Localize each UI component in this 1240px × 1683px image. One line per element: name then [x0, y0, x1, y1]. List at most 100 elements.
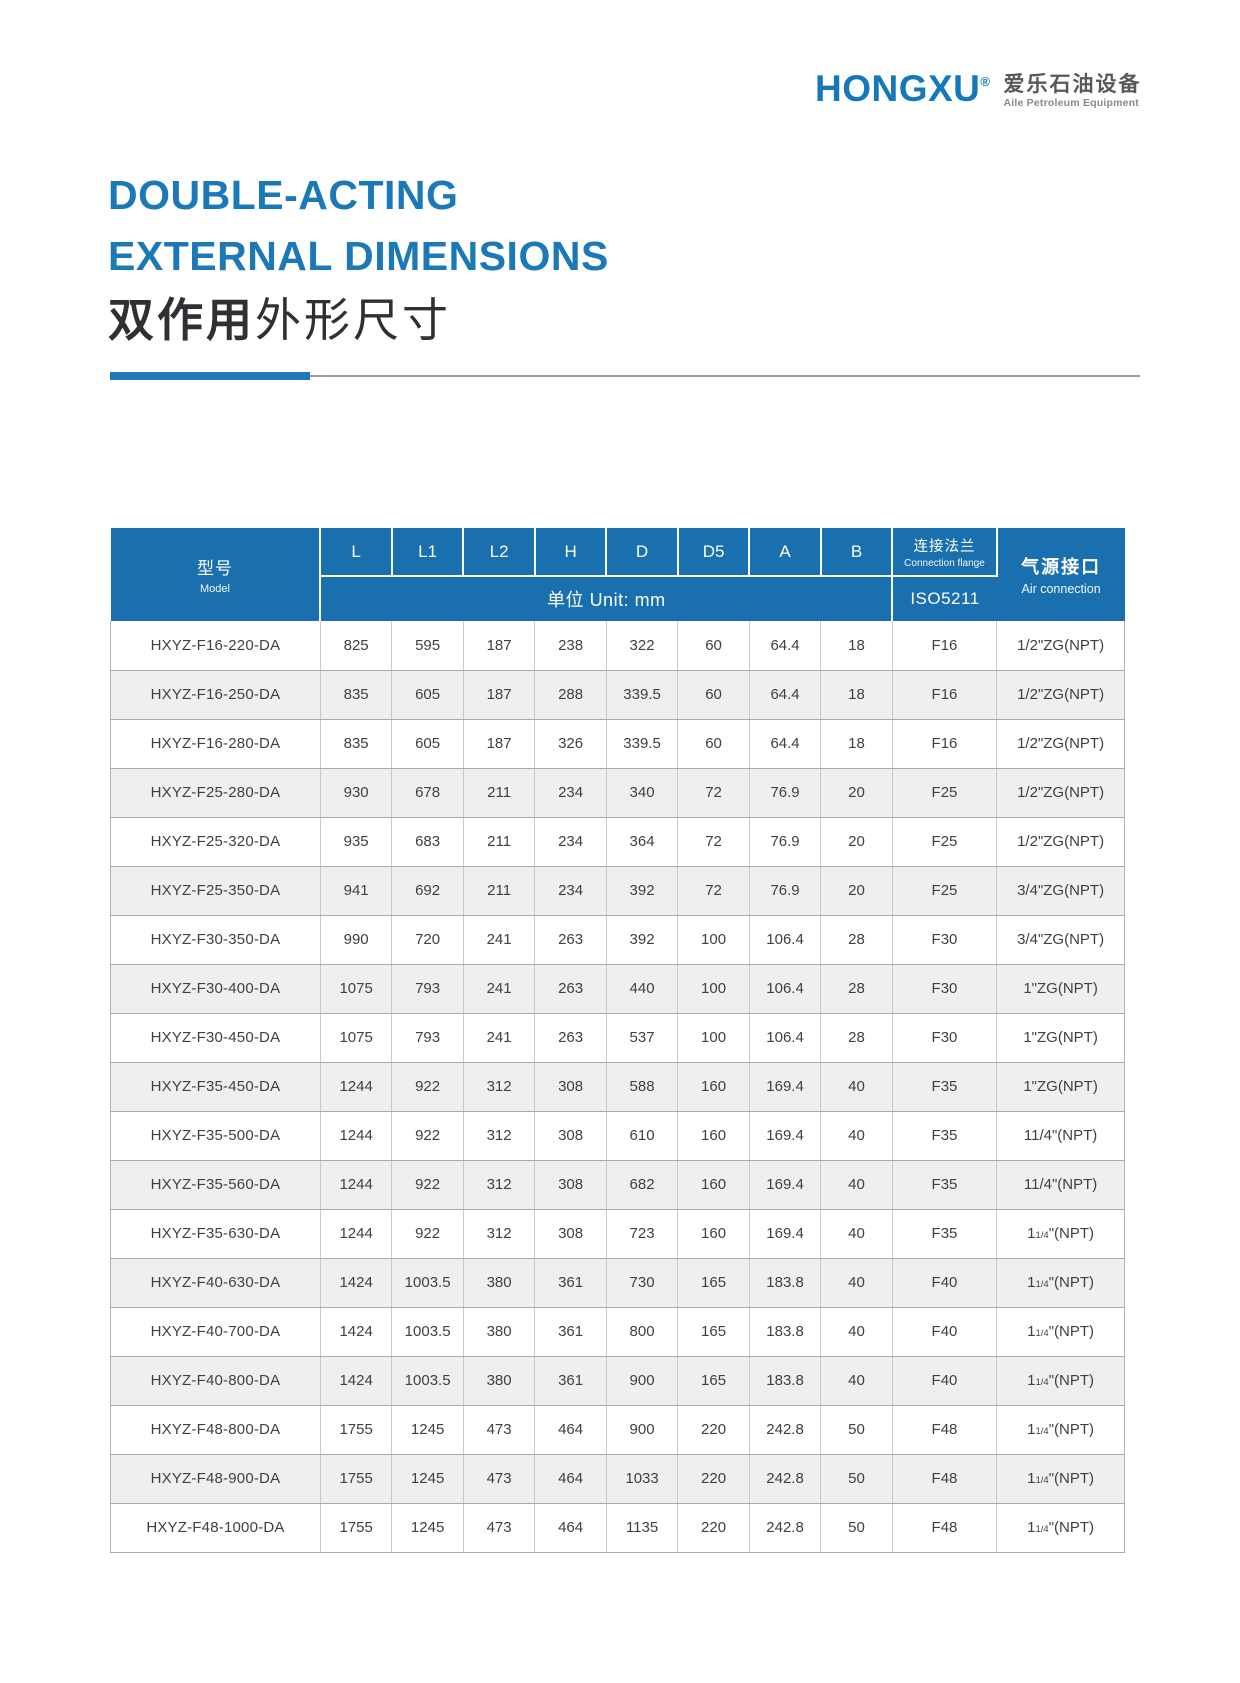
- flange-cell: F48: [892, 1503, 998, 1553]
- page-title-cn-rest: 外形尺寸: [255, 294, 451, 346]
- flange-cell: F35: [892, 1209, 998, 1259]
- air-connection-cell: 1/2"ZG(NPT): [996, 768, 1125, 818]
- model-cell: HXYZ-F30-400-DA: [110, 964, 321, 1014]
- dim-value-cell: 392: [606, 915, 679, 965]
- dim-value-cell: 1244: [320, 1062, 393, 1112]
- model-cell: HXYZ-F16-250-DA: [110, 670, 321, 720]
- flange-cell: F40: [892, 1356, 998, 1406]
- dim-value-cell: 800: [606, 1307, 679, 1357]
- dim-value-cell: 60: [677, 621, 750, 671]
- table-row: HXYZ-F16-280-DA 835 605 187 326 339.5 60 64.4 18…: [110, 719, 1125, 769]
- dim-value-cell: 60: [677, 670, 750, 720]
- dimensions-table: 型号 Model L L1 L2 H D D5 A B 连接法兰 Connect…: [110, 528, 1125, 1553]
- dim-value-cell: 18: [820, 670, 893, 720]
- table-row: HXYZ-F40-700-DA 1424 1003.5 380 361 800 165 183…: [110, 1307, 1125, 1357]
- flange-cell: F30: [892, 964, 998, 1014]
- col-header-air-connection: 气源接口 Air connection: [996, 528, 1125, 621]
- dim-value-cell: 40: [820, 1356, 893, 1406]
- dim-value-cell: 1755: [320, 1503, 393, 1553]
- dim-value-cell: 100: [677, 915, 750, 965]
- dim-value-cell: 1075: [320, 964, 393, 1014]
- flange-cell: F16: [892, 719, 998, 769]
- air-connection-cell: 1/2"ZG(NPT): [996, 719, 1125, 769]
- dim-value-cell: 187: [463, 719, 536, 769]
- dim-value-cell: 160: [677, 1209, 750, 1259]
- dim-value-cell: 187: [463, 670, 536, 720]
- fraction-text: 1/4: [1035, 1328, 1049, 1339]
- dim-value-cell: 1003.5: [391, 1258, 464, 1308]
- company-name-en: Aile Petroleum Equipment: [1003, 97, 1139, 110]
- flange-cell: F35: [892, 1160, 998, 1210]
- dim-value-cell: 169.4: [749, 1062, 822, 1112]
- col-header-B: B: [820, 528, 894, 577]
- dim-value-cell: 380: [463, 1307, 536, 1357]
- dim-value-cell: 473: [463, 1454, 536, 1504]
- dim-value-cell: 1244: [320, 1160, 393, 1210]
- dim-value-cell: 1245: [391, 1454, 464, 1504]
- dim-value-cell: 835: [320, 670, 393, 720]
- dim-value-cell: 20: [820, 817, 893, 867]
- air-connection-cell: 11/4"(NPT): [996, 1503, 1125, 1553]
- dim-value-cell: 40: [820, 1258, 893, 1308]
- dim-value-cell: 40: [820, 1062, 893, 1112]
- flange-cell: F48: [892, 1405, 998, 1455]
- dim-value-cell: 380: [463, 1356, 536, 1406]
- dim-value-cell: 72: [677, 817, 750, 867]
- dim-value-cell: 160: [677, 1111, 750, 1161]
- dim-value-cell: 64.4: [749, 621, 822, 671]
- divider-line: [310, 375, 1140, 377]
- dim-value-cell: 922: [391, 1062, 464, 1112]
- flange-cell: F25: [892, 866, 998, 916]
- dim-value-cell: 900: [606, 1405, 679, 1455]
- brand-subtitle: 爱乐石油设备 Aile Petroleum Equipment: [1004, 73, 1142, 109]
- air-connection-cell: 11/4"(NPT): [996, 1111, 1125, 1161]
- air-connection-cell: 11/4"(NPT): [996, 1405, 1125, 1455]
- air-header-cn: 气源接口: [1021, 557, 1102, 577]
- dim-value-cell: 361: [534, 1258, 607, 1308]
- air-connection-cell: 1/2"ZG(NPT): [996, 621, 1125, 671]
- dim-value-cell: 40: [820, 1160, 893, 1210]
- dim-value-cell: 312: [463, 1111, 536, 1161]
- model-cell: HXYZ-F48-1000-DA: [110, 1503, 321, 1553]
- dim-value-cell: 941: [320, 866, 393, 916]
- dim-value-cell: 106.4: [749, 964, 822, 1014]
- dim-value-cell: 473: [463, 1503, 536, 1553]
- air-connection-cell: 3/4"ZG(NPT): [996, 866, 1125, 916]
- dim-value-cell: 165: [677, 1307, 750, 1357]
- air-connection-cell: 1/2"ZG(NPT): [996, 670, 1125, 720]
- dim-value-cell: 682: [606, 1160, 679, 1210]
- brand-logo: HONGXU® 爱乐石油设备 Aile Petroleum Equipment: [815, 70, 1142, 109]
- dim-value-cell: 1245: [391, 1503, 464, 1553]
- dim-value-cell: 183.8: [749, 1307, 822, 1357]
- model-cell: HXYZ-F35-630-DA: [110, 1209, 321, 1259]
- dim-value-cell: 692: [391, 866, 464, 916]
- dim-value-cell: 935: [320, 817, 393, 867]
- dim-value-cell: 835: [320, 719, 393, 769]
- dim-value-cell: 238: [534, 621, 607, 671]
- col-header-A: A: [749, 528, 822, 577]
- dim-value-cell: 106.4: [749, 1013, 822, 1063]
- dim-value-cell: 605: [391, 719, 464, 769]
- table-row: HXYZ-F16-220-DA 825 595 187 238 322 60 64.4 18 F1…: [110, 621, 1125, 671]
- dim-value-cell: 169.4: [749, 1209, 822, 1259]
- col-header-L: L: [320, 528, 393, 577]
- dim-value-cell: 234: [534, 866, 607, 916]
- air-connection-cell: 1"ZG(NPT): [996, 964, 1125, 1014]
- air-connection-cell: 11/4"(NPT): [996, 1454, 1125, 1504]
- model-cell: HXYZ-F40-630-DA: [110, 1258, 321, 1308]
- dim-value-cell: 241: [463, 915, 536, 965]
- dim-value-cell: 605: [391, 670, 464, 720]
- dim-value-cell: 1755: [320, 1454, 393, 1504]
- dim-value-cell: 100: [677, 964, 750, 1014]
- dim-value-cell: 678: [391, 768, 464, 818]
- table-row: HXYZ-F30-350-DA 990 720 241 263 392 100 106.4 28…: [110, 915, 1125, 965]
- dim-value-cell: 312: [463, 1160, 536, 1210]
- dim-value-cell: 165: [677, 1258, 750, 1308]
- model-cell: HXYZ-F16-220-DA: [110, 621, 321, 671]
- table-row: HXYZ-F48-900-DA 1755 1245 473 464 1033 220 242.…: [110, 1454, 1125, 1504]
- dim-value-cell: 723: [606, 1209, 679, 1259]
- dim-value-cell: 364: [606, 817, 679, 867]
- table-row: HXYZ-F25-350-DA 941 692 211 234 392 72 76.9 20 F2…: [110, 866, 1125, 916]
- table-row: HXYZ-F35-500-DA 1244 922 312 308 610 160 169.4 4…: [110, 1111, 1125, 1161]
- dim-value-cell: 169.4: [749, 1111, 822, 1161]
